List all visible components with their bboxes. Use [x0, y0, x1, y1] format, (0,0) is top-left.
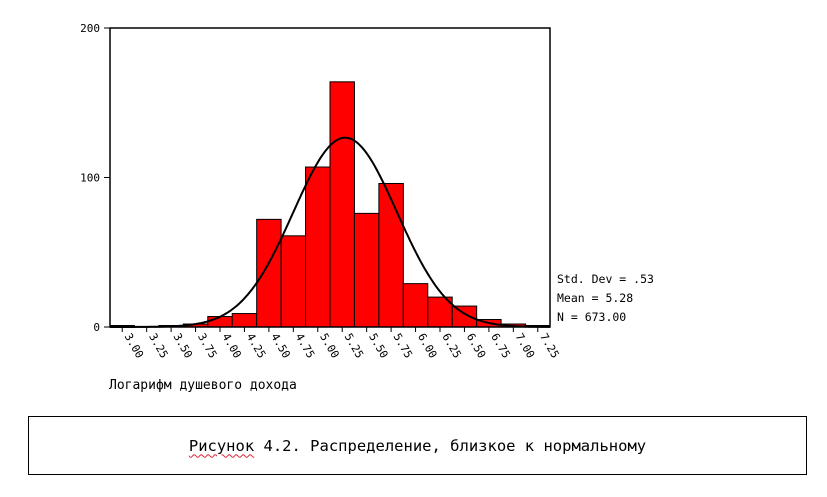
- x-tick-label: 5.75: [391, 331, 416, 360]
- x-tick-label: 5.25: [342, 331, 367, 360]
- x-tick-label: 4.00: [219, 331, 244, 360]
- x-tick-label: 4.25: [244, 331, 269, 360]
- histogram-bar: [305, 166, 331, 328]
- x-tick-label: 3.00: [122, 331, 147, 360]
- figure-caption: Рисунок 4.2. Распределение, близкое к но…: [189, 437, 646, 455]
- histogram-bar: [451, 305, 478, 328]
- histogram-bar: [402, 283, 429, 328]
- bars-layer: [109, 81, 551, 328]
- histogram-bar: [256, 218, 282, 328]
- y-tick-label: 0: [93, 321, 100, 334]
- histogram-bar: [353, 212, 380, 328]
- x-tick-label: 7.00: [513, 331, 538, 360]
- histogram-bar: [280, 235, 307, 328]
- x-tick-label: 6.50: [464, 331, 489, 360]
- histogram-bar: [329, 81, 355, 328]
- x-tick-label: 7.25: [537, 331, 562, 360]
- caption-rest: 4.2. Распределение, близкое к нормальном…: [254, 436, 647, 455]
- histogram-chart: 0 100 200 3.00 3.25 3.50 3.75 4.00 4.25 4.50 4.75…: [80, 22, 654, 393]
- caption-box: Рисунок 4.2. Распределение, близкое к но…: [28, 416, 807, 475]
- x-tick-label: 5.00: [317, 331, 342, 360]
- x-tick-label: 3.50: [171, 331, 196, 360]
- normal-curve: [110, 136, 550, 328]
- stat-n: N = 673.00: [557, 310, 626, 324]
- x-tick-label: 6.25: [439, 331, 464, 360]
- y-tick-label: 200: [80, 22, 100, 35]
- x-tick-label: 3.25: [146, 331, 171, 360]
- x-tick-label: 4.75: [293, 331, 318, 360]
- histogram-bar: [207, 316, 233, 328]
- x-tick-label: 5.50: [366, 331, 391, 360]
- stat-mean: Mean = 5.28: [557, 291, 633, 305]
- stat-std-dev: Std. Dev = .53: [557, 272, 654, 286]
- x-tick-label: 4.50: [268, 331, 293, 360]
- x-tick-label: 6.00: [415, 331, 440, 360]
- x-axis-title: Логарифм душевого дохода: [109, 378, 297, 393]
- histogram-bar: [378, 182, 404, 328]
- y-axis: 0 100 200: [80, 22, 110, 334]
- x-axis: 3.00 3.25 3.50 3.75 4.00 4.25 4.50 4.75 5.00 5.25…: [122, 327, 562, 360]
- caption-word-figure: Рисунок: [188, 436, 255, 455]
- histogram-bar: [231, 313, 258, 328]
- y-tick-label: 100: [80, 172, 100, 185]
- x-tick-label: 6.75: [488, 331, 513, 360]
- x-tick-label: 3.75: [195, 331, 220, 360]
